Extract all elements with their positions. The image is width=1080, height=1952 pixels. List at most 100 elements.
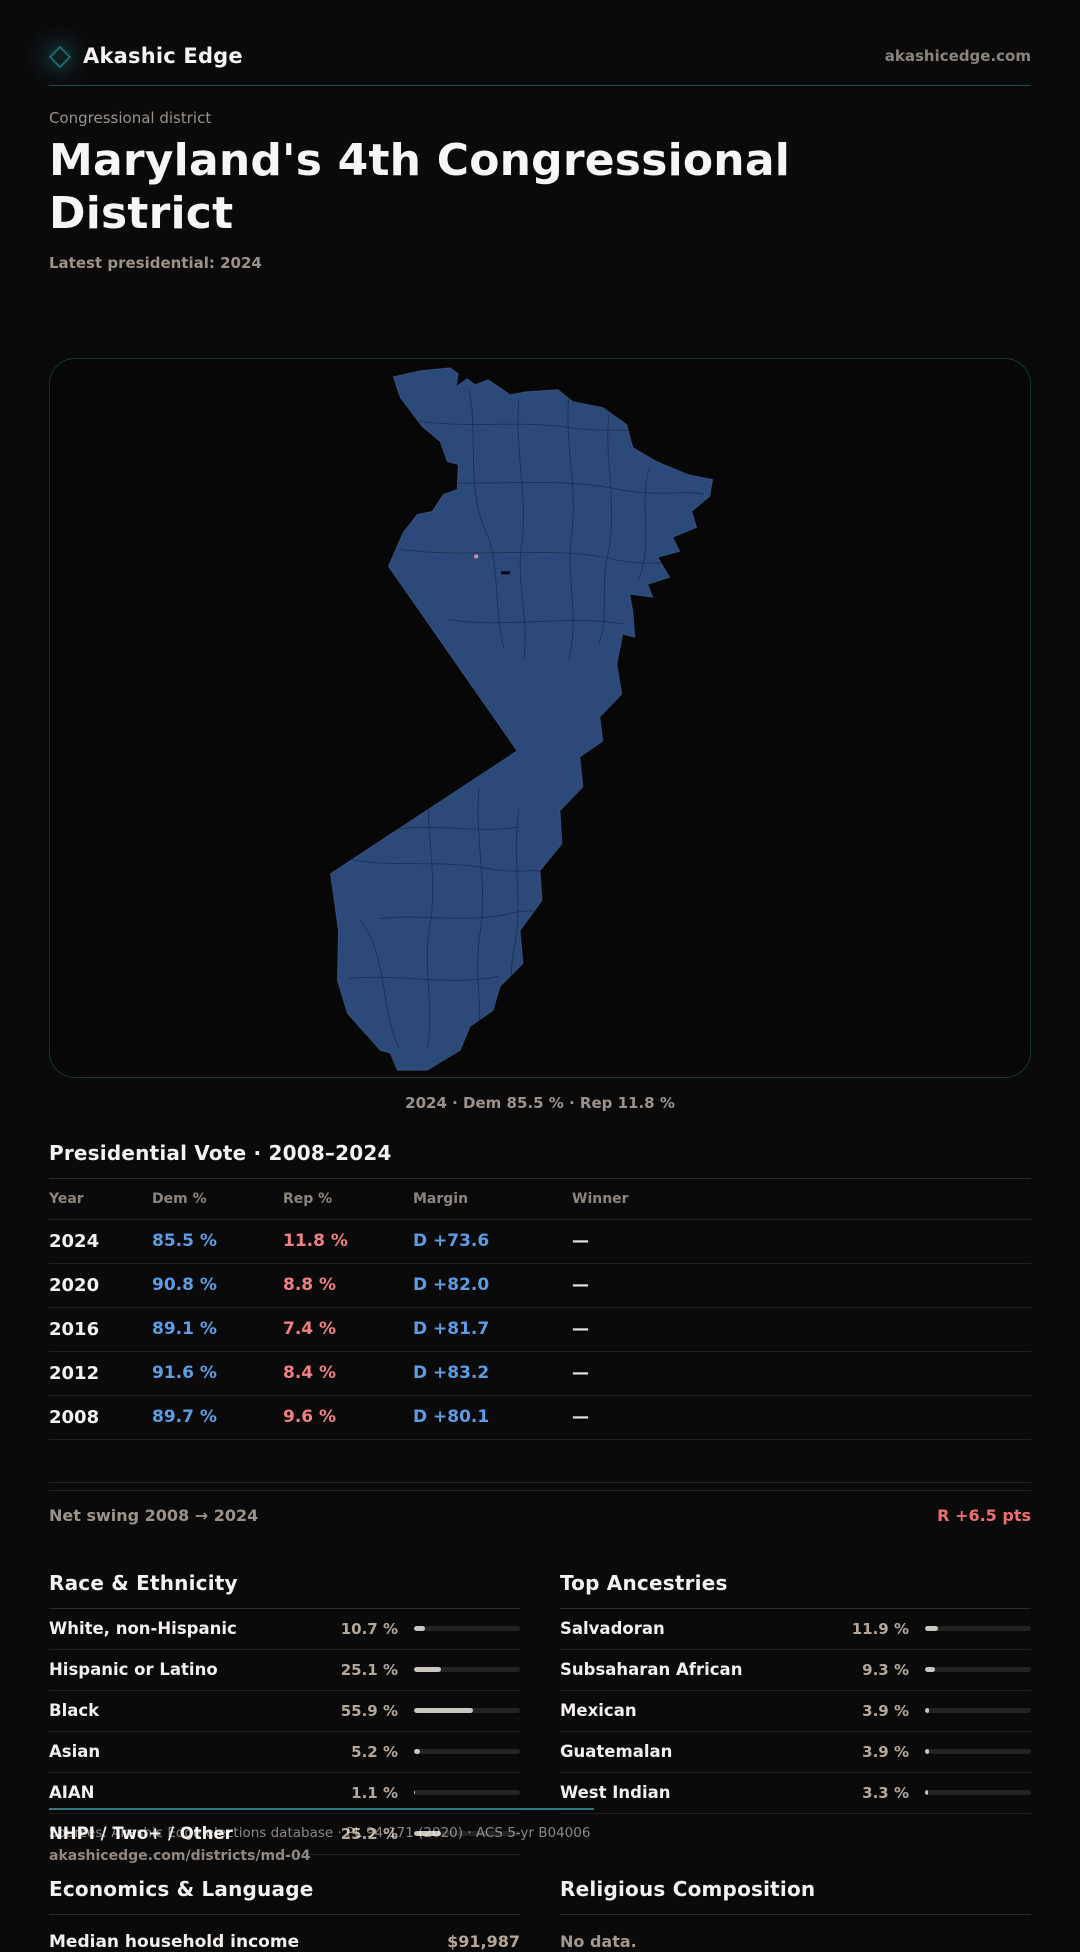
dem-cell: 90.8 % <box>152 1275 217 1296</box>
col-margin: Margin <box>413 1190 469 1207</box>
ancestry-row: Salvadoran 11.9 % <box>560 1609 1031 1650</box>
vote-table: Year Dem % Rep % Margin Winner 2024 85.5… <box>49 1179 1031 1483</box>
demo-value: 3.9 % <box>862 1742 909 1761</box>
rep-cell: 11.8 % <box>283 1231 348 1252</box>
demo-bar-track <box>414 1749 520 1755</box>
demo-bar-fill <box>414 1667 441 1673</box>
latest-presidential: Latest presidential: 2024 <box>49 253 262 272</box>
demo-bar-fill <box>925 1626 938 1632</box>
religion-section: Religious Composition No data. <box>560 1877 1031 1952</box>
margin-cell: D +73.6 <box>413 1231 490 1252</box>
demo-value: 9.3 % <box>862 1660 909 1679</box>
demo-bar-track <box>925 1790 1031 1796</box>
rep-cell: 8.8 % <box>283 1275 337 1296</box>
demo-label: Guatemalan <box>560 1742 673 1762</box>
margin-cell: D +80.1 <box>413 1407 490 1428</box>
col-rep: Rep % <box>283 1190 333 1207</box>
demo-value: 25.1 % <box>340 1660 398 1679</box>
race-section: Race & Ethnicity White, non-Hispanic 10.… <box>49 1571 520 1855</box>
religion-title-divider <box>560 1913 1031 1915</box>
col-winner: Winner <box>572 1190 629 1207</box>
demo-label: AIAN <box>49 1783 95 1803</box>
demo-label: Black <box>49 1701 100 1721</box>
vote-table-header: Year Dem % Rep % Margin Winner <box>49 1179 1031 1220</box>
brand-name: Akashic Edge <box>83 44 243 68</box>
religion-section-title: Religious Composition <box>560 1876 816 1901</box>
district-map <box>329 366 714 1071</box>
demo-bar-fill <box>925 1749 930 1755</box>
year-cell: 2016 <box>49 1318 100 1340</box>
year-cell: 2008 <box>49 1406 100 1428</box>
year-cell: 2024 <box>49 1230 100 1252</box>
demo-value: 10.7 % <box>340 1619 398 1638</box>
race-row: Black 55.9 % <box>49 1691 520 1732</box>
demo-value: 25.2 % <box>340 1824 398 1843</box>
net-swing-row: Net swing 2008 → 2024 R +6.5 pts <box>49 1489 1031 1525</box>
footer-divider <box>49 1808 594 1810</box>
demo-bar-track <box>925 1667 1031 1673</box>
demo-value: 11.9 % <box>851 1619 909 1638</box>
precinct-boundaries <box>349 389 704 1049</box>
race-section-title: Race & Ethnicity <box>49 1570 238 1595</box>
demo-label: Hispanic or Latino <box>49 1660 218 1680</box>
dem-cell: 89.1 % <box>152 1319 217 1340</box>
net-swing-value: R +6.5 pts <box>937 1505 1031 1525</box>
economics-section: Economics & Language Median household in… <box>49 1877 520 1952</box>
race-row: Hispanic or Latino 25.1 % <box>49 1650 520 1691</box>
ancestry-row: Subsaharan African 9.3 % <box>560 1650 1031 1691</box>
col-dem: Dem % <box>152 1190 207 1207</box>
vote-row-2008: 2008 89.7 % 9.6 % D +80.1 — <box>49 1396 1031 1440</box>
demographics-grid: Race & Ethnicity White, non-Hispanic 10.… <box>49 1571 1031 1952</box>
demo-label: White, non-Hispanic <box>49 1619 237 1639</box>
ancestries-section: Top Ancestries Salvadoran 11.9 % Subsaha… <box>560 1571 1031 1855</box>
race-row: Asian 5.2 % <box>49 1732 520 1773</box>
header-divider <box>49 85 1031 86</box>
demo-bar-fill <box>925 1667 935 1673</box>
demo-bar-track <box>414 1626 520 1632</box>
demo-value: 3.3 % <box>862 1783 909 1802</box>
median-income-row: Median household income $91,987 <box>49 1915 520 1952</box>
district-shape <box>329 366 714 1071</box>
dem-cell: 85.5 % <box>152 1231 217 1252</box>
race-row: NHPI / Two+ / Other 25.2 % <box>49 1814 520 1855</box>
winner-cell: — <box>572 1363 589 1384</box>
median-income-label: Median household income <box>49 1931 300 1952</box>
vote-row-2016: 2016 89.1 % 7.4 % D +81.7 — <box>49 1308 1031 1352</box>
race-title-divider <box>49 1607 520 1609</box>
vote-row-2012: 2012 91.6 % 8.4 % D +83.2 — <box>49 1352 1031 1396</box>
vote-section-title: Presidential Vote · 2008–2024 <box>49 1140 392 1165</box>
dem-cell: 89.7 % <box>152 1407 217 1428</box>
top-bar: Akashic Edge akashicedge.com <box>23 0 1031 92</box>
net-swing-label: Net swing 2008 → 2024 <box>49 1505 259 1525</box>
demo-label: NHPI / Two+ / Other <box>49 1824 233 1844</box>
demo-label: Subsaharan African <box>560 1660 743 1680</box>
ancestry-row: Guatemalan 3.9 % <box>560 1732 1031 1773</box>
brand-diamond-icon <box>23 20 95 92</box>
site-domain: akashicedge.com <box>884 47 1031 65</box>
vote-row-2024: 2024 85.5 % 11.8 % D +73.6 — <box>49 1220 1031 1264</box>
demo-value: 3.9 % <box>862 1701 909 1720</box>
water-speck <box>501 570 511 574</box>
demo-bar-track <box>414 1831 520 1837</box>
demo-bar-track <box>925 1626 1031 1632</box>
median-income-value: $91,987 <box>447 1932 520 1952</box>
vote-row-2020: 2020 90.8 % 8.8 % D +82.0 — <box>49 1264 1031 1308</box>
footer-link[interactable]: akashicedge.com/districts/md-04 <box>49 1848 311 1864</box>
ancestry-row: West Indian 3.3 % <box>560 1773 1031 1814</box>
race-row: White, non-Hispanic 10.7 % <box>49 1609 520 1650</box>
demo-bar-fill <box>414 1626 426 1632</box>
vote-title-divider <box>49 1177 1031 1179</box>
margin-cell: D +82.0 <box>413 1275 490 1296</box>
demo-bar-fill <box>414 1831 441 1837</box>
brand: Akashic Edge <box>23 20 243 92</box>
year-cell: 2020 <box>49 1274 100 1296</box>
presidential-vote-section: Presidential Vote · 2008–2024 Year Dem %… <box>49 1141 1031 1525</box>
demo-bar-track <box>925 1708 1031 1714</box>
demo-bar-track <box>925 1749 1031 1755</box>
margin-cell: D +83.2 <box>413 1363 490 1384</box>
highlight-precinct-dot <box>474 553 479 558</box>
winner-cell: — <box>572 1407 589 1428</box>
demo-bar-track <box>414 1667 520 1673</box>
dem-cell: 91.6 % <box>152 1363 217 1384</box>
demo-bar-track <box>414 1708 520 1714</box>
